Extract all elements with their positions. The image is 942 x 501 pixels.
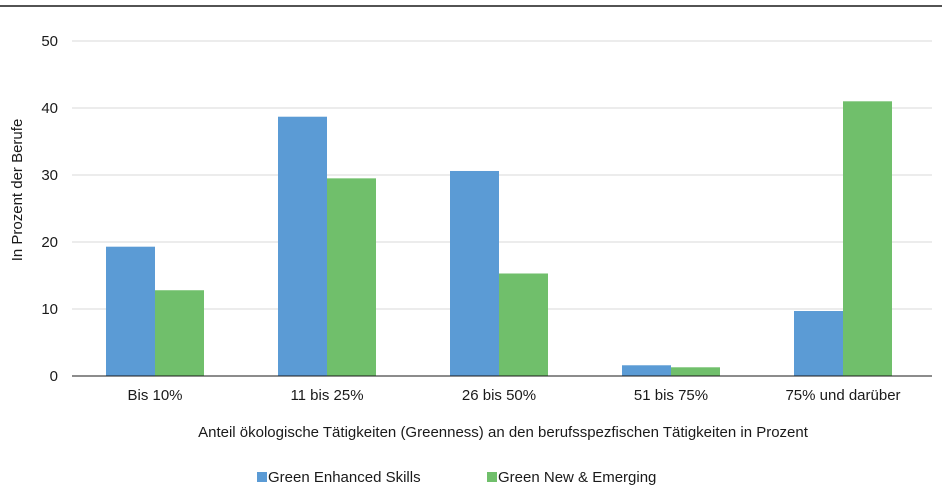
x-tick-label: 51 bis 75% [634,387,708,404]
x-tick-label: 26 bis 50% [462,387,536,404]
x-tick-labels: Bis 10% 11 bis 25% 26 bis 50% 51 bis 75% 75%… [127,387,900,404]
legend-swatch [257,472,267,482]
x-tick-label: 11 bis 25% [290,387,363,404]
bar [843,101,892,377]
bar [450,170,499,376]
bar [278,116,327,377]
legend-label: Green New & Emerging [498,469,656,486]
bar [106,246,155,376]
legend-swatch [487,472,497,482]
y-tick-label: 50 [41,33,58,50]
bar [794,311,843,376]
y-axis-label: In Prozent der Berufe [9,119,26,262]
legend: Green Enhanced Skills Green New & Emergin… [257,469,656,486]
y-tick-label: 0 [50,368,58,385]
y-tick-label: 20 [41,234,58,251]
bar [499,273,548,376]
x-tick-label: 75% und darüber [785,387,900,404]
legend-label: Green Enhanced Skills [268,469,421,486]
x-tick-label: Bis 10% [127,387,182,404]
y-tick-label: 10 [41,301,58,318]
bar [327,178,376,376]
y-tick-label: 30 [41,167,58,184]
gridlines [72,40,932,310]
bar [622,365,671,376]
y-tick-label: 40 [41,100,58,117]
bars [106,101,892,377]
bar [671,367,720,376]
x-axis-label: Anteil ökologische Tätigkeiten (Greennes… [198,424,809,441]
bar [155,290,204,376]
y-tick-labels: 0 10 20 30 40 50 [41,33,58,385]
